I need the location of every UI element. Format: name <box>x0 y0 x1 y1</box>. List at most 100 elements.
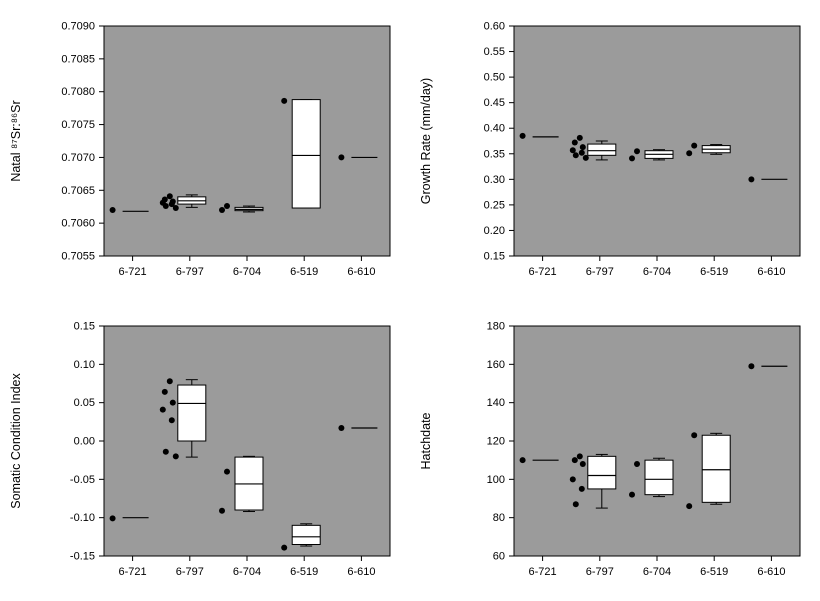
plot-area <box>103 25 391 257</box>
box <box>587 455 617 490</box>
x-tick-label: 6-704 <box>643 266 671 278</box>
data-point <box>572 152 579 159</box>
y-tick-label: 0.45 <box>484 97 505 109</box>
chart-svg-natal-sr-ratio: 0.7055 0.7060 0.7065 0.7070 0.7075 0.7080 0.70… <box>9 21 391 278</box>
y-tick-label: 140 <box>487 397 505 409</box>
data-point <box>519 132 526 139</box>
y-tick-label: -0.10 <box>70 512 95 524</box>
plot-area <box>513 325 801 557</box>
data-point <box>172 205 179 212</box>
data-point <box>166 193 173 200</box>
data-point <box>634 148 640 155</box>
chart-svg-hatchdate: 60 80 100 120 140 160 180 6-721 6-797 6-704 6-519 6… <box>419 321 801 578</box>
data-point <box>578 485 585 492</box>
y-tick-label: 180 <box>487 321 505 333</box>
y-tick-label: 120 <box>487 436 505 448</box>
chart-panel-growth-rate: 0.15 0.20 0.25 0.30 0.35 0.40 0.45 0.50 0.55 0.60… <box>410 0 820 300</box>
chart-panel-somatic-condition: -0.15 -0.10 -0.05 0.00 0.05 0.10 0.15 6-721 6-79… <box>0 300 410 600</box>
y-axis-label: Growth Rate (mm/day) <box>419 78 433 204</box>
chart-svg-somatic-condition-index: -0.15 -0.10 -0.05 0.00 0.05 0.10 0.15 6-721 6-79… <box>9 321 391 578</box>
x-tick-label: 6-610 <box>757 566 785 578</box>
data-point <box>166 378 173 385</box>
y-tick-label: 0.60 <box>484 21 505 33</box>
data-point <box>162 448 169 455</box>
y-tick-label: 0.7065 <box>61 185 95 197</box>
y-tick-label: 0.00 <box>74 436 95 448</box>
box <box>177 384 207 442</box>
x-tick-label: 6-721 <box>119 266 147 278</box>
data-point <box>219 207 225 213</box>
box <box>644 459 674 496</box>
x-tick-label: 6-721 <box>119 566 147 578</box>
y-axis-label: Somatic Condition Index <box>9 373 23 509</box>
data-point <box>691 432 698 439</box>
x-tick-label: 6-704 <box>643 566 671 578</box>
data-point <box>579 144 586 151</box>
y-tick-label: 0.7060 <box>61 218 95 230</box>
data-point <box>571 139 578 146</box>
box <box>701 434 731 503</box>
y-tick-label: 0.35 <box>484 148 505 160</box>
data-point <box>748 176 755 183</box>
x-tick-label: 6-519 <box>290 566 318 578</box>
data-point <box>219 507 225 514</box>
data-point <box>519 457 526 464</box>
data-point <box>338 154 345 161</box>
data-point <box>576 453 583 460</box>
data-point <box>109 515 116 522</box>
x-tick-label: 6-610 <box>347 266 375 278</box>
y-tick-label: 0.40 <box>484 123 505 135</box>
y-tick-label: 0.15 <box>74 321 95 333</box>
y-tick-label: 0.55 <box>484 46 505 58</box>
data-point <box>686 150 693 157</box>
data-point <box>169 399 176 406</box>
x-tick-label: 6-519 <box>700 266 728 278</box>
y-tick-label: 0.7080 <box>61 86 95 98</box>
x-tick-label: 6-797 <box>176 266 204 278</box>
data-point <box>224 203 230 210</box>
data-point <box>569 147 576 154</box>
x-tick-label: 6-519 <box>290 266 318 278</box>
box <box>291 99 321 209</box>
data-point <box>629 155 635 162</box>
y-tick-label: 0.10 <box>74 359 95 371</box>
data-point <box>338 424 345 431</box>
y-axis-label: Hatchdate <box>419 412 433 469</box>
data-point <box>162 203 169 210</box>
y-tick-label: 0.7090 <box>61 21 95 33</box>
chart-svg-growth-rate: 0.15 0.20 0.25 0.30 0.35 0.40 0.45 0.50 0.55 0.60… <box>419 21 801 278</box>
x-tick-label: 6-797 <box>586 566 614 578</box>
x-tick-label: 6-704 <box>233 266 261 278</box>
y-tick-label: 0.7085 <box>61 53 95 65</box>
y-tick-label: 60 <box>493 551 505 563</box>
x-tick-label: 6-610 <box>757 266 785 278</box>
y-tick-label: 100 <box>487 474 505 486</box>
x-tick-label: 6-721 <box>529 266 557 278</box>
x-tick-label: 6-797 <box>176 566 204 578</box>
plot-area <box>103 325 391 557</box>
x-tick-label: 6-721 <box>529 566 557 578</box>
chart-panel-hatchdate: 60 80 100 120 140 160 180 6-721 6-797 6-704 6-519 6… <box>410 300 820 600</box>
y-tick-label: 0.20 <box>484 225 505 237</box>
data-point <box>579 461 586 467</box>
data-point <box>569 476 576 483</box>
y-tick-label: 0.15 <box>484 251 505 263</box>
plot-area <box>513 25 801 257</box>
data-point <box>224 468 230 475</box>
data-point <box>281 544 288 551</box>
data-point <box>172 453 179 460</box>
x-tick-label: 6-610 <box>347 566 375 578</box>
data-point <box>109 207 116 213</box>
box <box>291 524 321 545</box>
data-point <box>748 363 755 370</box>
y-tick-label: 80 <box>493 512 505 524</box>
data-point <box>159 406 166 413</box>
data-point <box>168 417 175 424</box>
box <box>587 143 617 156</box>
y-tick-label: 0.50 <box>484 72 505 84</box>
x-tick-label: 6-704 <box>233 566 261 578</box>
y-tick-label: -0.15 <box>70 551 95 563</box>
data-point <box>634 461 640 467</box>
data-point <box>576 134 583 141</box>
